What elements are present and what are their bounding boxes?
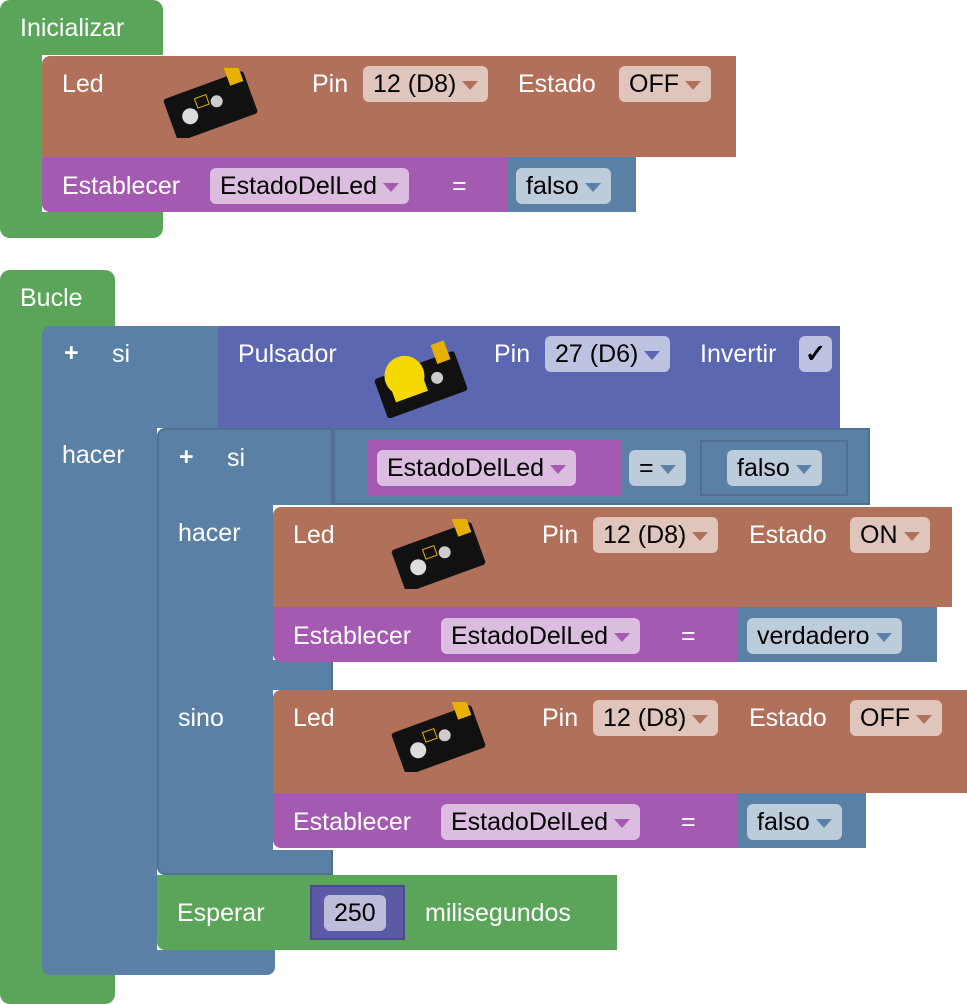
button-label: Pulsador (238, 340, 337, 368)
state-dropdown[interactable]: ON (850, 517, 930, 553)
pin-dropdown[interactable]: 27 (D6) (545, 336, 671, 372)
led-block[interactable]: Led Pin 12 (D8) Estado OFF (42, 56, 736, 157)
led-module-icon (385, 696, 495, 777)
boolean-dropdown[interactable]: falso (747, 804, 842, 840)
equals-label: = (681, 622, 696, 650)
led-module-icon (385, 513, 495, 594)
equals-label: = (681, 808, 696, 836)
pin-value: 12 (D8) (603, 521, 687, 549)
boolean-dropdown[interactable]: verdadero (747, 618, 902, 654)
dropdown-arrow-icon (644, 350, 661, 360)
dropdown-arrow-icon (462, 80, 479, 90)
variable-dropdown[interactable]: EstadoDelLed (441, 804, 641, 840)
invert-checkbox[interactable]: ✓ (799, 336, 832, 372)
plus-icon[interactable]: + (64, 339, 79, 367)
boolean-block[interactable]: verdadero (738, 607, 937, 662)
pin-value: 12 (D8) (603, 704, 687, 732)
dropdown-arrow-icon (383, 182, 400, 192)
pin-value: 27 (D6) (555, 340, 639, 368)
operator-value: = (639, 454, 654, 482)
state-value: OFF (629, 70, 679, 98)
init-title: Inicializar (20, 14, 125, 42)
variable-dropdown[interactable]: EstadoDelLed (377, 450, 577, 486)
state-dropdown[interactable]: OFF (850, 700, 942, 736)
boolean-value: falso (737, 454, 790, 482)
pin-label: Pin (494, 340, 531, 368)
state-label: Estado (749, 521, 827, 549)
set-variable-block[interactable]: Establecer EstadoDelLed = (273, 607, 738, 662)
dropdown-arrow-icon (916, 714, 932, 724)
dropdown-arrow-icon (795, 464, 812, 474)
boolean-block[interactable]: falso (738, 793, 866, 848)
wait-block[interactable]: Esperar 250 milisegundos (157, 875, 617, 950)
do-label: hacer (178, 519, 241, 547)
if-label: si (112, 340, 131, 368)
set-label: Establecer (62, 172, 181, 200)
led-label: Led (293, 704, 335, 732)
variable-dropdown[interactable]: EstadoDelLed (441, 618, 641, 654)
pin-label: Pin (312, 70, 349, 98)
pin-label: Pin (542, 704, 579, 732)
equals-label: = (452, 172, 467, 200)
invert-label: Invertir (700, 340, 777, 368)
button-module-icon (374, 340, 468, 418)
led-label: Led (293, 521, 335, 549)
pin-dropdown[interactable]: 12 (D8) (593, 700, 719, 736)
operator-dropdown[interactable]: = (629, 450, 686, 486)
compare-block[interactable]: EstadoDelLed = falso (333, 428, 870, 505)
dropdown-arrow-icon (875, 632, 892, 642)
boolean-value: verdadero (757, 622, 870, 650)
else-label: sino (178, 704, 224, 732)
number-block[interactable]: 250 (310, 885, 405, 940)
dropdown-arrow-icon (550, 464, 567, 474)
variable-value: EstadoDelLed (451, 808, 609, 836)
state-value: OFF (860, 704, 910, 732)
unit-label: milisegundos (425, 899, 571, 927)
dropdown-arrow-icon (614, 632, 631, 642)
state-dropdown[interactable]: OFF (619, 66, 711, 102)
number-input[interactable]: 250 (324, 895, 386, 931)
dropdown-arrow-icon (692, 531, 709, 541)
state-label: Estado (518, 70, 596, 98)
if-bottom (115, 950, 275, 975)
plus-icon[interactable]: + (179, 443, 194, 471)
button-sensor-block[interactable]: Pulsador Pin 27 (D6) Invertir ✓ (218, 326, 840, 428)
do-label: hacer (62, 441, 125, 469)
dropdown-arrow-icon (584, 182, 601, 192)
led-block[interactable]: Led Pin 12 (D8) Estado ON (273, 507, 952, 607)
wait-label: Esperar (177, 899, 265, 927)
pin-dropdown[interactable]: 12 (D8) (363, 66, 489, 102)
state-value: ON (860, 521, 898, 549)
boolean-value: falso (757, 808, 810, 836)
dropdown-arrow-icon (659, 464, 676, 474)
set-label: Establecer (293, 808, 412, 836)
set-variable-block[interactable]: Establecer EstadoDelLed = (42, 157, 507, 212)
pin-value: 12 (D8) (373, 70, 457, 98)
led-module-icon (157, 62, 267, 143)
dropdown-arrow-icon (815, 818, 832, 828)
dropdown-arrow-icon (614, 818, 631, 828)
state-label: Estado (749, 704, 827, 732)
set-variable-block[interactable]: Establecer EstadoDelLed = (273, 793, 738, 848)
variable-get-block[interactable]: EstadoDelLed (367, 440, 621, 496)
dropdown-arrow-icon (903, 531, 920, 541)
boolean-block[interactable]: falso (700, 440, 848, 496)
if-label: si (227, 444, 246, 472)
led-block[interactable]: Led Pin 12 (D8) Estado OFF (273, 690, 967, 793)
boolean-dropdown[interactable]: falso (516, 168, 611, 204)
set-label: Establecer (293, 622, 412, 650)
pin-dropdown[interactable]: 12 (D8) (593, 517, 719, 553)
variable-value: EstadoDelLed (387, 454, 545, 482)
dropdown-arrow-icon (692, 714, 709, 724)
variable-dropdown[interactable]: EstadoDelLed (210, 168, 410, 204)
loop-title: Bucle (20, 284, 83, 312)
boolean-dropdown[interactable]: falso (727, 450, 822, 486)
boolean-value: falso (526, 172, 579, 200)
dropdown-arrow-icon (685, 80, 701, 90)
variable-value: EstadoDelLed (451, 622, 609, 650)
pin-label: Pin (542, 521, 579, 549)
boolean-block[interactable]: falso (507, 157, 636, 212)
led-label: Led (62, 70, 104, 98)
variable-value: EstadoDelLed (220, 172, 378, 200)
